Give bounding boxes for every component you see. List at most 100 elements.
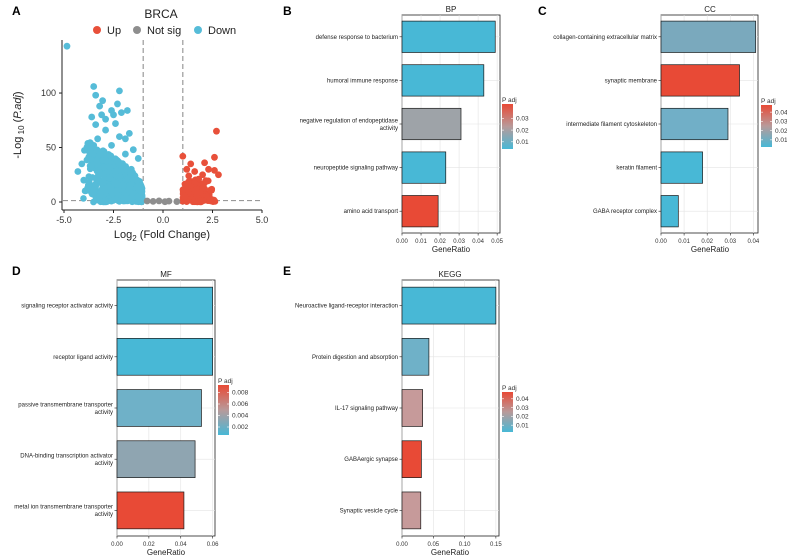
down-gene-point — [112, 120, 119, 127]
volcano-ticks: -5.0 -2.5 0.0 2.5 5.0 0 50 100 — [41, 88, 268, 225]
legend-tick-label: 0.03 — [775, 119, 787, 126]
mf-panel: D MF signaling receptor activator activi… — [12, 264, 249, 556]
bar-dna-binding-transcription-activator-activity — [116, 440, 196, 478]
down-gene-point — [80, 195, 87, 202]
y-tick-label: 50 — [46, 143, 56, 153]
down-gene-point — [88, 162, 95, 170]
x-tick-label: 0.00 — [396, 542, 408, 548]
down-gene-point — [134, 155, 142, 162]
down-gene-point — [109, 196, 117, 204]
cc-bars: collagen-containing extracellular matrix… — [553, 15, 760, 245]
mf-legend-ticks: 0.008 0.006 0.004 0.002 — [218, 390, 249, 431]
legend-label-down: Down — [208, 25, 236, 37]
down-gene-point — [87, 155, 95, 163]
category-label: IL-17 signaling pathway — [335, 406, 398, 412]
x-tick-label: 0.10 — [459, 542, 471, 548]
bp-legend-ticks: 0.03 0.02 0.01 — [502, 116, 529, 146]
x-tick-label: 0.03 — [724, 239, 736, 245]
x-tick-label: 0.04 — [175, 542, 187, 548]
up-gene-point — [211, 153, 218, 161]
down-gene-point — [114, 100, 121, 108]
down-gene-point — [63, 42, 71, 50]
mf-title: MF — [160, 270, 172, 279]
down-gene-point — [122, 163, 130, 170]
up-gene-point — [199, 171, 207, 179]
bar-signaling-receptor-activator-activity — [116, 286, 213, 325]
down-gene-point — [102, 126, 109, 134]
category-label: Protein digestion and absorption — [312, 355, 398, 361]
cc-title: CC — [704, 5, 716, 14]
x-tick-label: 0.00 — [655, 239, 667, 245]
down-gene-point — [128, 194, 136, 202]
not-sig-gene-point — [149, 197, 157, 205]
panel-label-c: C — [538, 4, 547, 18]
x-tick-label: 0.00 — [396, 239, 408, 245]
bar-synaptic-membrane — [660, 64, 740, 97]
legend-tick-label: 0.01 — [516, 139, 529, 146]
up-gene-point — [215, 171, 222, 179]
up-gene-point — [201, 159, 208, 167]
down-gene-point — [129, 146, 137, 154]
kegg-title: KEGG — [438, 270, 461, 279]
up-gene-point — [211, 167, 218, 174]
mf-legend-title: P adj — [218, 378, 233, 385]
down-gene-point — [99, 97, 107, 105]
bp-bars: defense response to bacterium humoral imm… — [300, 15, 504, 245]
down-gene-point — [80, 176, 88, 184]
bp-title: BP — [446, 5, 457, 14]
down-gene-point — [118, 109, 125, 117]
down-gene-point — [90, 83, 98, 90]
down-gene-point — [86, 149, 94, 157]
down-gene-point — [121, 135, 129, 143]
kegg-legend-title: P adj — [502, 385, 517, 392]
down-gene-point — [88, 113, 96, 121]
bar-neuroactive-ligand-receptor-interaction — [401, 286, 497, 325]
kegg-bars: Neuroactive ligand-receptor interaction P… — [295, 280, 502, 548]
down-gene-point — [96, 193, 103, 201]
category-label: collagen-containing extracellular matrix — [553, 35, 657, 41]
bp-legend-title: P adj — [502, 97, 517, 104]
category-label: activity — [380, 126, 398, 132]
category-label: Synaptic vesicle cycle — [340, 508, 399, 514]
panel-label-d: D — [12, 264, 21, 278]
legend-swatch-down — [194, 26, 202, 34]
legend-tick-label: 0.04 — [775, 109, 787, 116]
up-gene-point — [191, 168, 199, 175]
category-label: receptor ligand activity — [53, 355, 113, 361]
bar-gaba-receptor-complex — [660, 195, 679, 228]
legend-label-not-sig: Not sig — [147, 25, 181, 37]
x-tick-label: 0.04 — [748, 239, 760, 245]
volcano-y-label: -Log 10 (P.adj) — [12, 91, 26, 158]
x-tick-label: 0.0 — [157, 215, 170, 225]
up-gene-point — [205, 165, 212, 173]
cc-x-label: GeneRatio — [691, 245, 730, 254]
cc-panel: C CC collagen-containing extracellular m… — [538, 4, 787, 254]
volcano-x-label: Log2 (Fold Change) — [114, 229, 210, 243]
category-label: activity — [95, 512, 113, 518]
legend-tick-label: 0.006 — [232, 401, 249, 408]
down-gene-point — [96, 148, 104, 156]
x-tick-label: 0.01 — [415, 239, 427, 245]
legend-tick-label: 0.004 — [232, 413, 249, 420]
down-gene-point — [105, 163, 113, 170]
up-gene-point — [183, 165, 191, 173]
cc-legend-ticks: 0.04 0.03 0.02 0.01 — [761, 109, 787, 144]
legend-tick-label: 0.008 — [232, 390, 249, 397]
legend-tick-label: 0.02 — [775, 128, 787, 135]
bar-gabaergic-synapse — [401, 440, 422, 478]
down-gene-point — [92, 182, 100, 190]
down-gene-point — [116, 133, 123, 141]
category-label: signaling receptor activator activity — [21, 304, 113, 310]
down-gene-point — [88, 190, 96, 198]
legend-tick-label: 0.01 — [775, 137, 787, 144]
down-gene-point — [116, 87, 123, 95]
down-gene-point — [125, 129, 133, 137]
x-tick-label: 0.00 — [111, 542, 123, 548]
down-gene-point — [85, 178, 93, 186]
x-tick-label: 0.05 — [491, 239, 503, 245]
category-label: passive transmembrane transporter — [18, 402, 113, 408]
down-gene-point — [108, 141, 115, 149]
category-label: activity — [95, 410, 113, 416]
down-gene-point — [113, 180, 121, 188]
x-tick-label: 0.15 — [490, 542, 502, 548]
